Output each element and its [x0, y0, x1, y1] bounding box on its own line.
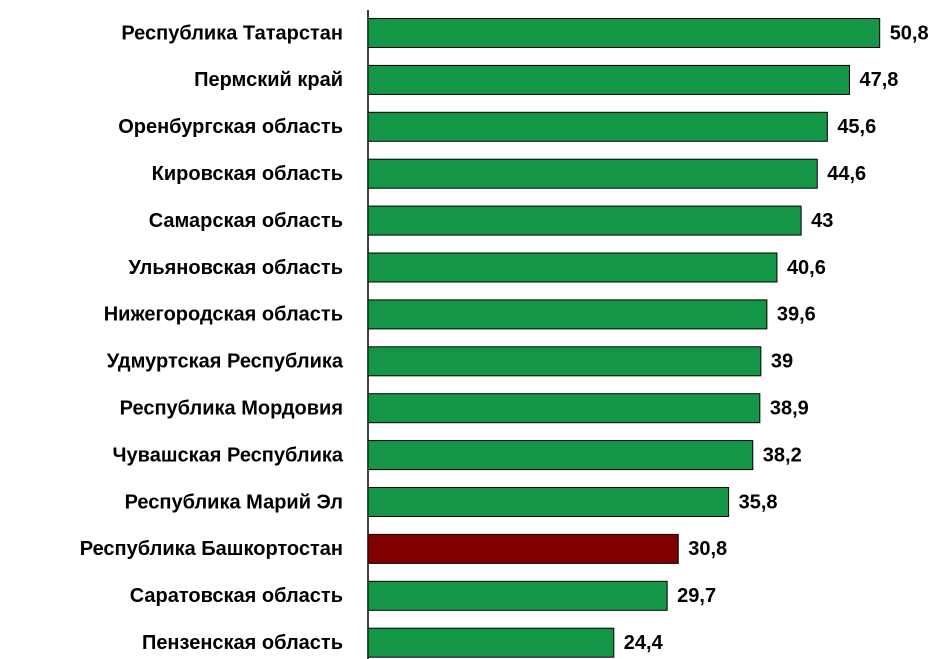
value-label: 24,4 [624, 632, 664, 654]
bar [367, 487, 730, 517]
category-label: Чувашская Республика [113, 444, 344, 466]
value-label: 39 [771, 351, 793, 373]
category-label: Республика Мордовия [120, 397, 343, 419]
bar [367, 252, 778, 283]
bar [367, 580, 668, 611]
bar [367, 393, 761, 424]
category-label: Самарская область [149, 210, 343, 232]
bar [367, 158, 818, 189]
bar [367, 299, 768, 330]
value-label: 38,2 [763, 444, 802, 466]
category-label: Удмуртская Республика [107, 351, 344, 373]
value-label: 45,6 [837, 116, 876, 138]
category-label: Ульяновская область [128, 257, 343, 279]
bar [367, 627, 615, 658]
bar [367, 346, 762, 377]
category-label: Республика Татарстан [121, 22, 343, 44]
category-label: Республика Марий Эл [125, 491, 343, 513]
category-label: Республика Башкортостан [80, 538, 343, 560]
bar [367, 18, 881, 48]
value-label: 29,7 [677, 585, 716, 607]
bar [367, 533, 679, 564]
category-label: Саратовская область [130, 585, 343, 607]
value-label: 47,8 [859, 69, 898, 91]
value-label: 38,9 [770, 397, 809, 419]
bar [367, 111, 828, 142]
category-label: Пермский край [194, 69, 343, 91]
bar [367, 64, 850, 95]
category-label: Кировская область [152, 163, 343, 185]
category-label: Пензенская область [142, 632, 343, 654]
category-label: Оренбургская область [118, 116, 343, 138]
value-label: 44,6 [827, 163, 866, 185]
bar [367, 205, 802, 236]
value-label: 50,8 [890, 22, 929, 44]
value-label: 39,6 [777, 304, 816, 326]
value-label: 40,6 [787, 257, 826, 279]
value-label: 43 [811, 210, 833, 232]
value-label: 35,8 [739, 491, 778, 513]
value-label: 30,8 [688, 538, 727, 560]
category-label: Нижегородская область [104, 304, 343, 326]
bar [367, 440, 754, 471]
